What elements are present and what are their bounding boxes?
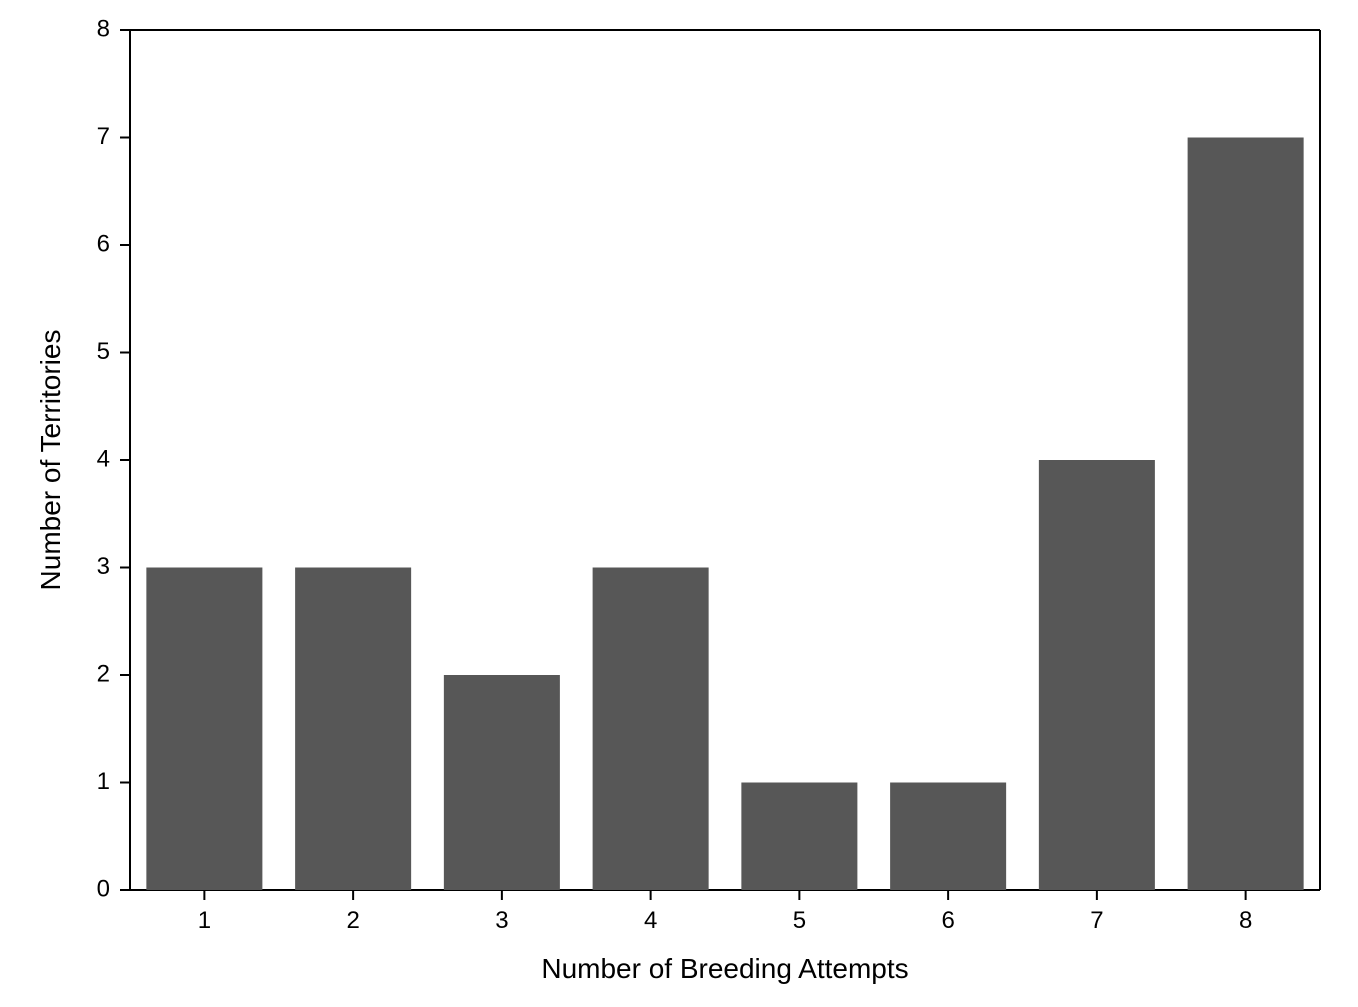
bar: [295, 568, 411, 891]
y-tick-label: 8: [97, 15, 110, 42]
y-tick-label: 7: [97, 123, 110, 150]
y-tick-label: 3: [97, 553, 110, 580]
y-tick-label: 1: [97, 768, 110, 795]
y-tick-label: 5: [97, 338, 110, 365]
bar: [890, 783, 1006, 891]
bar: [1188, 138, 1304, 891]
bar-chart: 0 1 2 3 4 5 6 7 8 1 2 3 4 5 6 7 8 Number of Breeding Atte…: [0, 0, 1358, 1007]
x-tick-label: 4: [644, 907, 657, 934]
x-tick-label: 3: [495, 907, 508, 934]
x-tick-label: 2: [346, 907, 359, 934]
x-tick-label: 6: [941, 907, 954, 934]
y-tick-label: 6: [97, 230, 110, 257]
x-axis-label: Number of Breeding Attempts: [541, 953, 908, 984]
x-tick-label: 1: [198, 907, 211, 934]
x-tick-label: 7: [1090, 907, 1103, 934]
bar: [593, 568, 709, 891]
y-tick-label: 0: [97, 875, 110, 902]
y-tick-label: 4: [97, 445, 110, 472]
y-tick-label: 2: [97, 660, 110, 687]
bar: [1039, 460, 1155, 890]
x-tick-label: 5: [793, 907, 806, 934]
bar: [444, 675, 560, 890]
bar: [146, 568, 262, 891]
y-axis-label: Number of Territories: [35, 330, 66, 591]
x-tick-label: 8: [1239, 907, 1252, 934]
bar: [741, 783, 857, 891]
chart-svg: 0 1 2 3 4 5 6 7 8 1 2 3 4 5 6 7 8 Number of Breeding Atte…: [0, 0, 1358, 1007]
